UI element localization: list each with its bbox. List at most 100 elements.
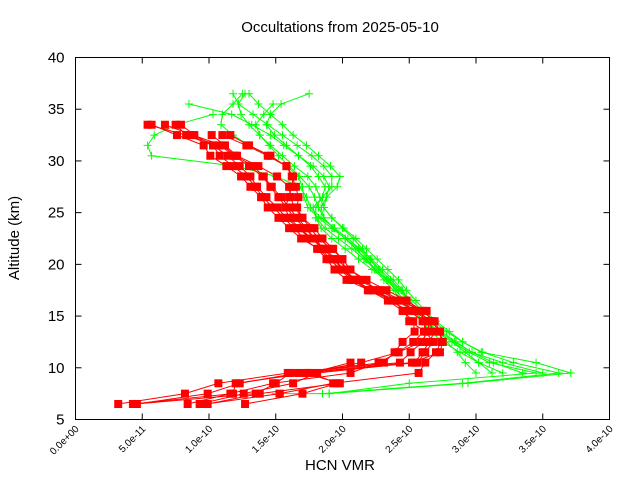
series-line (136, 124, 444, 405)
data-point (290, 224, 299, 233)
data-point (274, 213, 283, 222)
data-point (378, 265, 387, 274)
data-point (335, 265, 344, 274)
data-point (279, 141, 288, 150)
data-point (398, 296, 407, 305)
data-point (299, 234, 308, 243)
data-point (274, 151, 283, 160)
data-point (223, 151, 232, 160)
data-point (266, 110, 275, 119)
data-point (415, 306, 424, 315)
data-point (195, 399, 204, 408)
data-point (409, 317, 418, 326)
data-point (202, 399, 211, 408)
y-tick-label: 40 (48, 50, 65, 67)
data-point (478, 348, 487, 357)
data-point (325, 182, 334, 191)
data-point (310, 224, 319, 233)
data-point (147, 120, 156, 129)
data-point (379, 275, 388, 284)
data-point (237, 172, 246, 181)
data-point (327, 234, 336, 243)
data-point (346, 368, 355, 377)
data-point (235, 162, 244, 171)
data-point (171, 120, 180, 129)
data-point (274, 193, 283, 202)
data-point (293, 141, 302, 150)
data-point (277, 100, 286, 109)
data-point (338, 255, 347, 264)
data-point (327, 172, 336, 181)
y-axis: 5 10 15 20 25 30 35 40 (48, 50, 610, 429)
x-tick-label: 3.5e-10 (517, 424, 549, 456)
data-point (222, 162, 231, 171)
data-point (353, 275, 362, 284)
data-point (427, 317, 436, 326)
data-point (330, 265, 339, 274)
data-point (405, 379, 414, 388)
data-point (266, 151, 275, 160)
data-point (458, 337, 467, 346)
series-line (132, 124, 426, 405)
data-point (554, 368, 563, 377)
data-point (295, 172, 304, 181)
x-tick-label: 4.0e-10 (584, 424, 616, 456)
data-point (394, 296, 403, 305)
data-point (188, 131, 197, 140)
data-point (269, 100, 278, 109)
data-point (239, 389, 248, 398)
data-point (263, 120, 272, 129)
data-point (310, 193, 319, 202)
data-point (409, 337, 418, 346)
data-point (150, 131, 159, 140)
data-point (325, 389, 334, 398)
data-point (406, 348, 415, 357)
data-point (278, 120, 287, 129)
data-point (313, 368, 322, 377)
data-point (266, 131, 275, 140)
x-tick-label: 1.5e-10 (250, 424, 282, 456)
data-point (258, 193, 267, 202)
data-point (455, 348, 464, 357)
data-point (532, 368, 541, 377)
data-point (327, 213, 336, 222)
y-tick-label: 5 (56, 412, 64, 429)
x-tick-label: 5.0e-11 (117, 424, 149, 456)
data-point (293, 203, 302, 212)
data-point (398, 306, 407, 315)
data-point (346, 265, 355, 274)
data-point (229, 89, 238, 98)
data-point (538, 368, 547, 377)
data-point (147, 151, 156, 160)
data-point (266, 182, 275, 191)
data-point (385, 296, 394, 305)
y-tick-label: 25 (48, 205, 65, 222)
data-point (342, 275, 351, 284)
data-point (246, 182, 255, 191)
data-point (285, 213, 294, 222)
data-point (382, 286, 391, 295)
data-point (422, 306, 431, 315)
data-point (275, 389, 284, 398)
data-point (488, 368, 497, 377)
x-tick-label: 2.0e-10 (317, 424, 349, 456)
x-tick-label: 1.0e-10 (183, 424, 215, 456)
data-point (423, 327, 432, 336)
data-point (298, 389, 307, 398)
data-point (242, 172, 251, 181)
data-point (322, 255, 331, 264)
data-point (474, 358, 483, 367)
series-green-10 (234, 89, 547, 377)
data-point (395, 358, 404, 367)
data-point (246, 172, 255, 181)
data-point (461, 358, 470, 367)
data-point (302, 193, 311, 202)
data-point (351, 234, 360, 243)
data-point (215, 151, 224, 160)
data-point (215, 141, 224, 150)
data-point (273, 203, 282, 212)
data-point (498, 368, 507, 377)
data-point (307, 234, 316, 243)
